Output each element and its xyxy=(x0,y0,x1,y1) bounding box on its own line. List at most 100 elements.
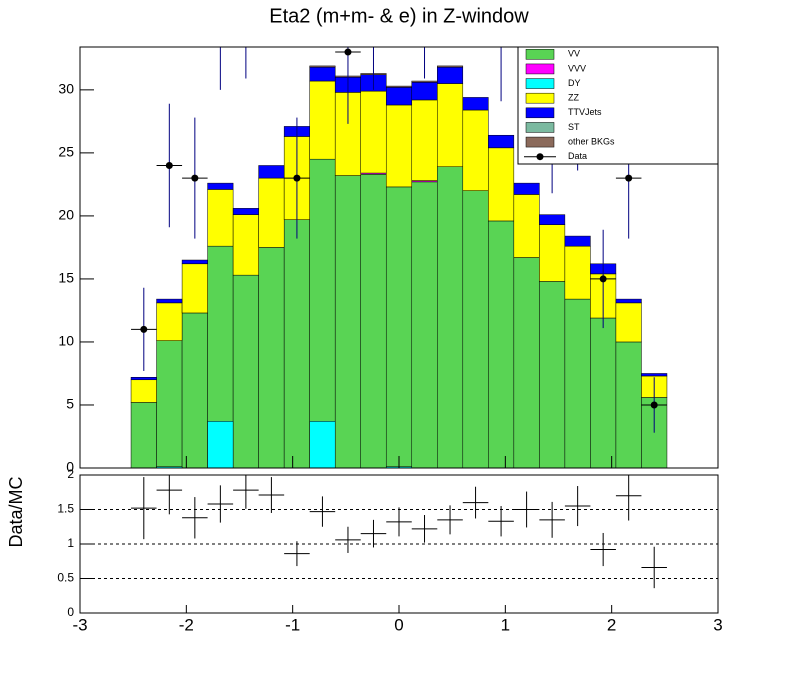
histogram-segment xyxy=(513,194,540,258)
histogram-segment xyxy=(309,158,336,468)
histogram-segment xyxy=(258,165,285,179)
legend-swatch xyxy=(525,107,555,119)
y-tick-label: 30 xyxy=(58,81,74,97)
histogram-segment xyxy=(258,177,285,248)
histogram-segment xyxy=(488,220,515,468)
y-tick-label: 0 xyxy=(66,459,74,475)
data-point xyxy=(650,401,658,409)
data-point xyxy=(242,0,249,5)
y-tick-label: 15 xyxy=(58,270,74,286)
y-tick-label: 20 xyxy=(58,207,74,223)
histogram-segment xyxy=(590,317,617,468)
histogram-segment xyxy=(181,259,208,265)
histogram-segment xyxy=(309,80,336,160)
histogram-segment xyxy=(539,224,566,282)
histogram-segment xyxy=(539,281,566,468)
legend-swatch xyxy=(525,78,555,89)
histogram-segment xyxy=(564,298,591,468)
histogram-segment xyxy=(232,274,259,468)
legend-swatch xyxy=(525,49,555,60)
data-point xyxy=(140,325,148,333)
histogram-segment xyxy=(385,87,413,106)
data-point xyxy=(165,161,173,169)
histogram-segment xyxy=(615,298,642,304)
histogram-segment xyxy=(156,340,183,468)
histogram-segment xyxy=(615,341,642,468)
y-tick-label: 5 xyxy=(66,396,74,412)
x-tick-label: 1 xyxy=(501,615,510,634)
histogram-segment xyxy=(181,263,208,314)
x-tick-label: 2 xyxy=(607,615,616,634)
data-point xyxy=(191,174,199,182)
legend-swatch xyxy=(525,136,555,148)
data-point xyxy=(625,174,633,182)
histogram-segment xyxy=(309,421,336,468)
y-tick-label: 25 xyxy=(58,144,74,160)
histogram-segment xyxy=(207,182,234,190)
histogram-segment xyxy=(130,376,157,381)
y-tick-label: 1 xyxy=(67,536,74,550)
histogram-segment xyxy=(309,65,336,68)
x-tick-label: 3 xyxy=(713,615,722,634)
histogram-segment xyxy=(462,97,489,111)
histogram-segment xyxy=(539,214,566,225)
x-tick-label: 0 xyxy=(394,615,403,634)
legend-label: DY xyxy=(568,78,581,88)
histogram-segment xyxy=(437,166,464,468)
legend-marker xyxy=(536,153,544,161)
histogram-segment xyxy=(488,147,515,222)
histogram-segment xyxy=(437,65,464,68)
data-point xyxy=(599,275,607,283)
y-tick-label: 10 xyxy=(58,333,74,349)
legend-swatch xyxy=(525,122,555,133)
histogram-segment xyxy=(130,402,157,468)
histogram-segment xyxy=(462,109,489,191)
histogram-segment xyxy=(309,66,336,82)
histogram-segment xyxy=(513,182,540,195)
legend-label: TTVJets xyxy=(568,107,602,117)
legend-swatch xyxy=(525,92,555,104)
legend-label: other BKGs xyxy=(568,136,615,146)
histogram-segment xyxy=(488,134,515,149)
legend-label: ST xyxy=(568,122,580,132)
histogram-segment xyxy=(283,219,310,468)
histogram-segment xyxy=(130,379,157,403)
histogram-segment xyxy=(258,247,285,468)
histogram-segment xyxy=(232,214,259,276)
histogram-segment xyxy=(641,373,668,377)
histogram-segment xyxy=(513,257,540,468)
histogram-segment xyxy=(360,90,387,174)
histogram-segment xyxy=(437,83,464,167)
histogram-segment xyxy=(207,189,234,247)
ratio-area xyxy=(131,475,667,589)
histogram-segment xyxy=(462,190,489,468)
y-axis-label: Data/MC xyxy=(6,476,26,547)
histogram-segment xyxy=(360,174,387,468)
histogram-segment xyxy=(411,99,438,181)
histogram-segment xyxy=(207,421,234,468)
legend-label: Data xyxy=(568,151,587,161)
x-tick-label: -3 xyxy=(72,615,87,634)
plot-area xyxy=(130,0,668,468)
histogram-segment xyxy=(385,85,413,88)
histogram-segment xyxy=(385,104,413,188)
histogram-segment xyxy=(181,312,208,468)
legend-swatch xyxy=(525,63,555,75)
histogram-segment xyxy=(564,235,591,247)
legend-label: VV xyxy=(568,49,580,59)
histogram-segment xyxy=(411,80,438,83)
y-tick-label: 0 xyxy=(67,605,74,619)
histogram-segment xyxy=(437,66,464,84)
histogram-segment xyxy=(411,82,438,101)
histogram-segment xyxy=(564,245,591,300)
histogram-segment xyxy=(615,302,642,343)
data-point xyxy=(293,174,301,182)
data-point xyxy=(344,48,352,56)
chart-title: Eta2 (m+m- & e) in Z-window xyxy=(269,5,529,27)
y-tick-label: 2 xyxy=(67,467,74,481)
histogram-segment xyxy=(334,175,361,468)
legend-label: VVV xyxy=(568,63,586,73)
y-tick-label: 1.5 xyxy=(57,502,74,516)
histogram-segment xyxy=(156,466,183,468)
